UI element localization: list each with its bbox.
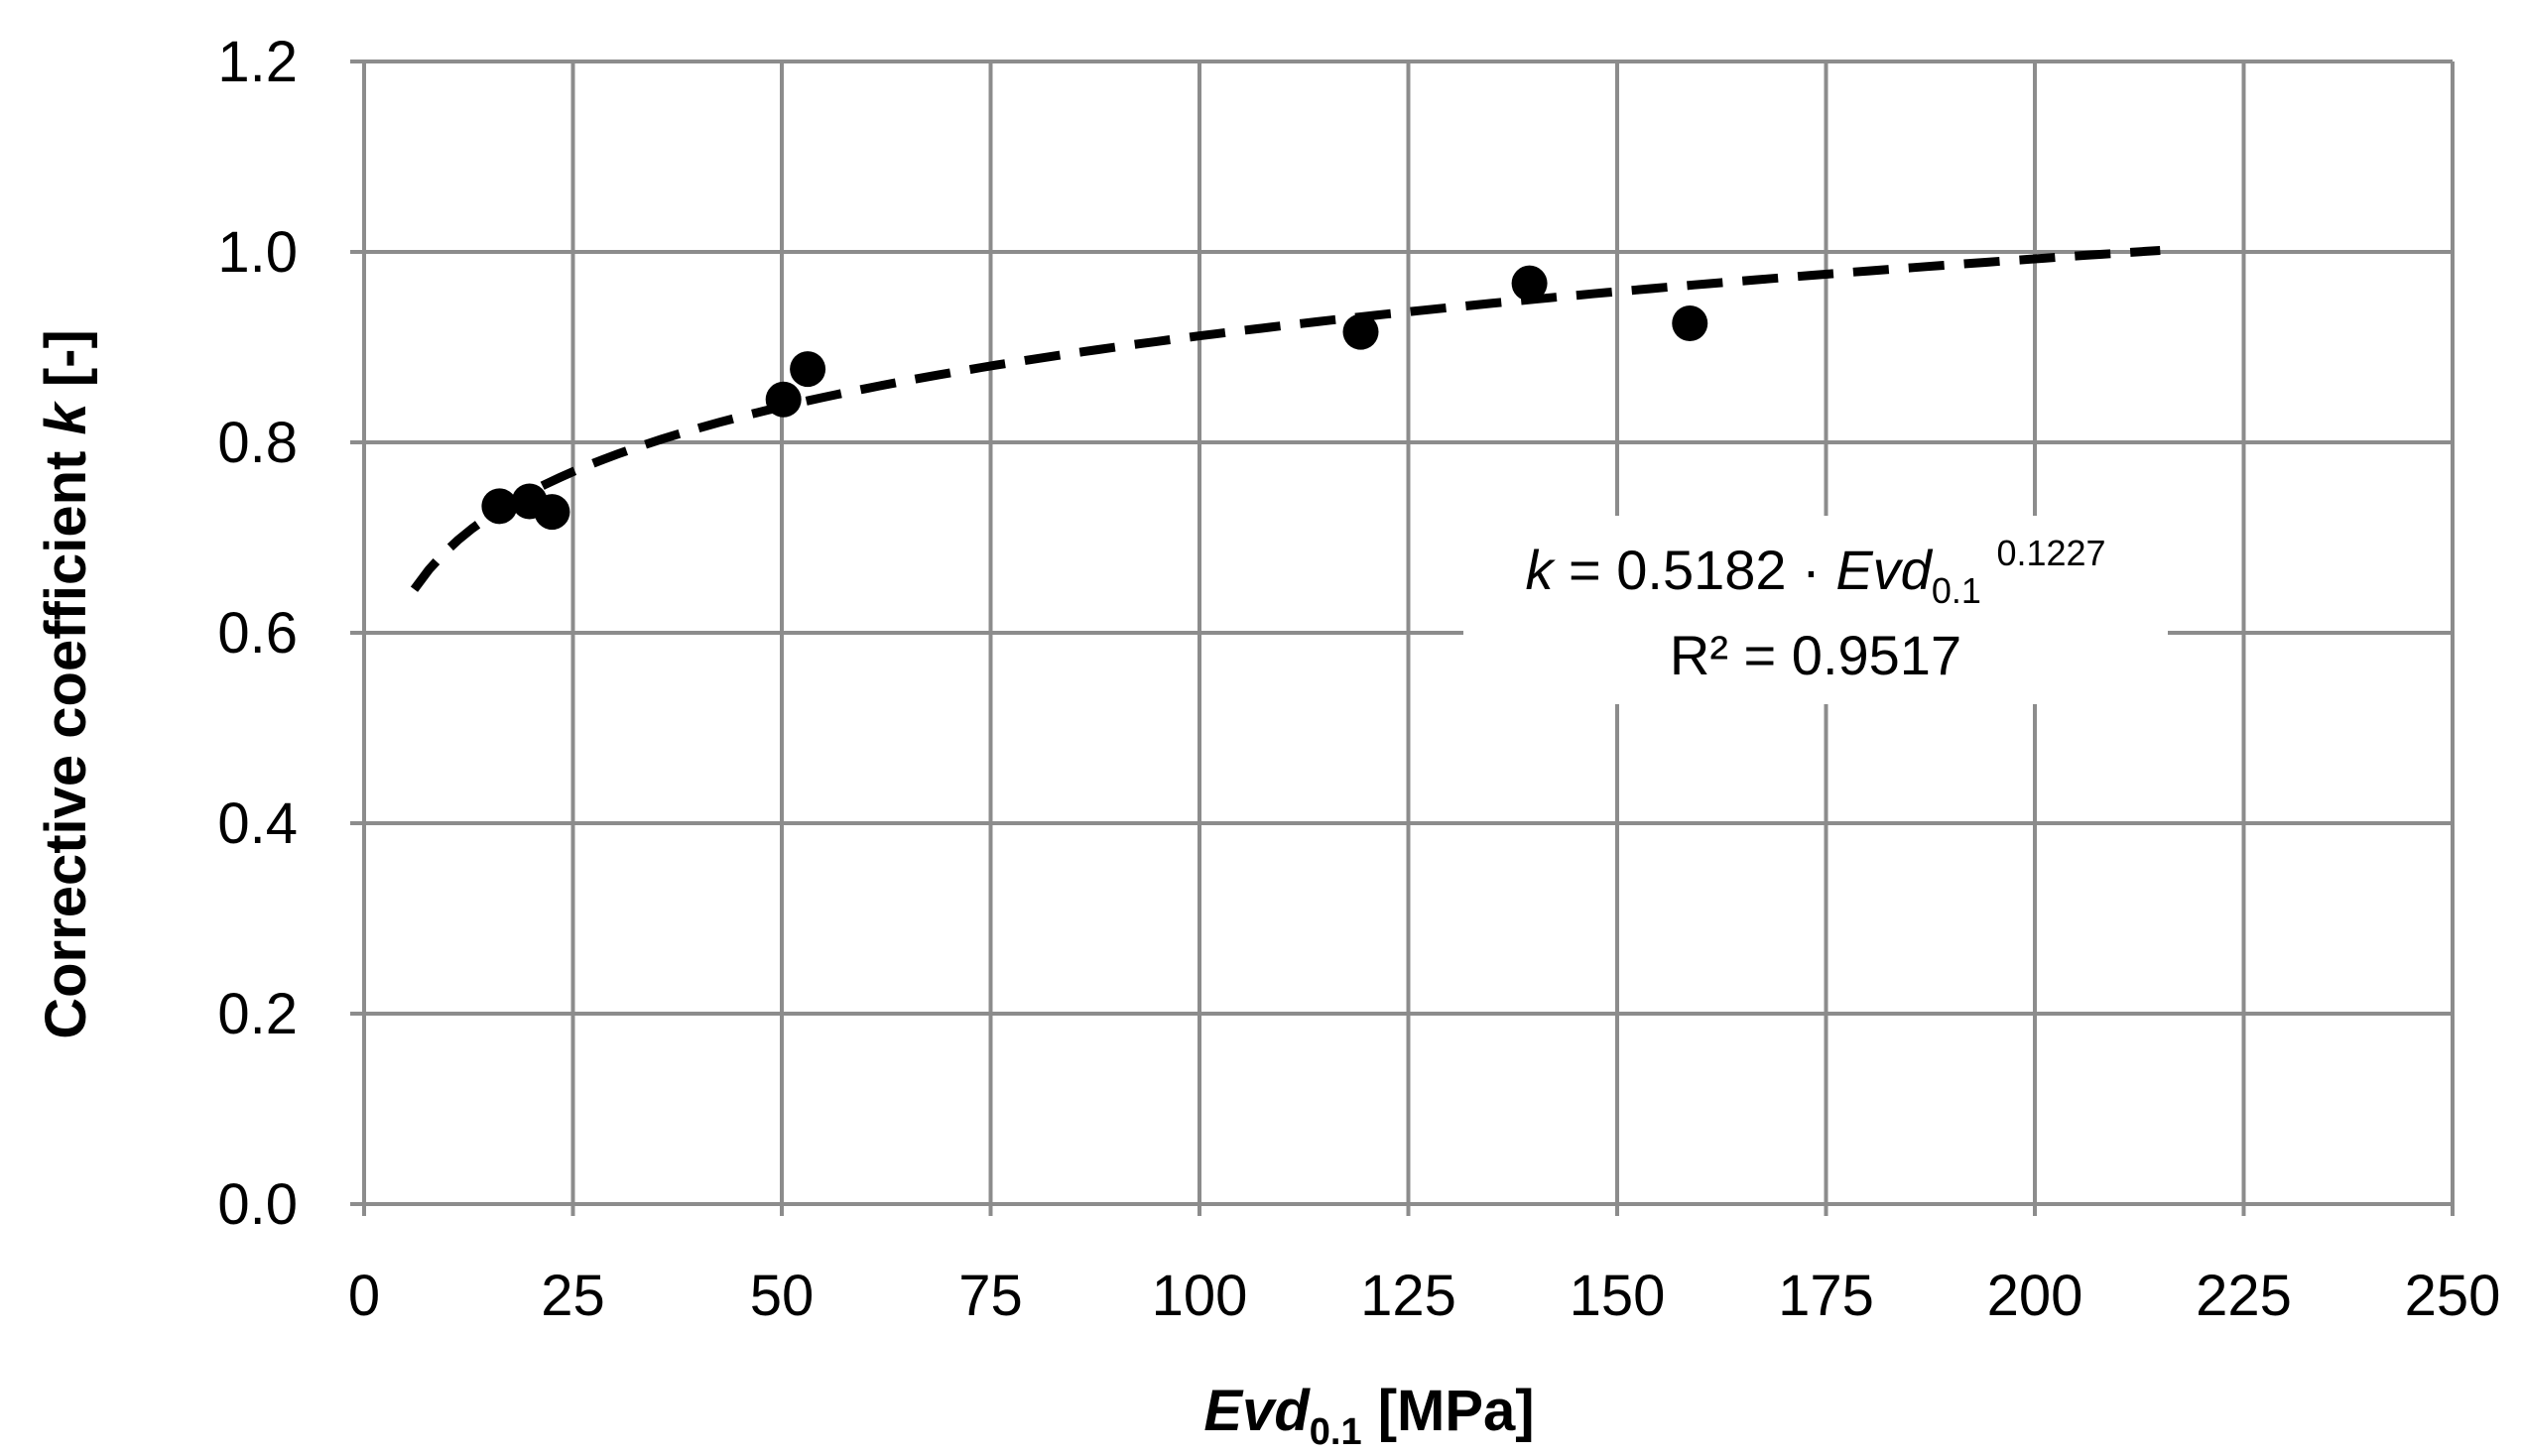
x-tick-label: 50	[750, 1264, 815, 1328]
x-tick-label: 125	[1360, 1264, 1456, 1328]
data-point-4	[790, 351, 826, 388]
equation-evd: Evd	[1835, 539, 1933, 601]
y-tick-label: 0.0	[217, 1172, 298, 1237]
trendline-equation-annotation: k = 0.5182 · Evd0.1 0.1227 R² = 0.9517	[1463, 516, 2168, 704]
data-point-2	[534, 494, 570, 531]
trendline-layer	[410, 246, 2161, 592]
x-tick-label: 175	[1778, 1264, 1874, 1328]
data-point-0	[481, 488, 518, 525]
y-tick-label: 0.8	[217, 411, 298, 475]
data-point-3	[765, 381, 802, 418]
y-axis-label: Corrective coefficient k [-]	[34, 329, 98, 1039]
y-tick-label: 1.0	[217, 220, 298, 285]
equation-evd-sub: 0.1	[1932, 570, 1981, 611]
x-tick-label: 150	[1570, 1264, 1666, 1328]
x-tick-label: 100	[1152, 1264, 1248, 1328]
x-tick-label: 225	[2196, 1264, 2292, 1328]
x-axis-label: Evd0.1 [MPa]	[1203, 1379, 1534, 1453]
x-axis-tick-labels: 0 25 50 75 100 125 150 175 200 225 250	[348, 1264, 2501, 1328]
x-tick-label: 25	[541, 1264, 605, 1328]
y-axis-label-main: Corrective coefficient	[34, 435, 98, 1039]
gridlines	[350, 60, 2455, 1216]
x-tick-label: 0	[348, 1264, 380, 1328]
y-axis-label-var: k	[34, 401, 98, 435]
x-axis-label-sub: 0.1	[1310, 1411, 1362, 1453]
y-tick-label: 0.4	[217, 791, 298, 856]
y-tick-label: 1.2	[217, 30, 298, 94]
x-axis-label-unit: [MPa]	[1378, 1379, 1535, 1443]
data-point-7	[1672, 305, 1708, 341]
equation-text: k = 0.5182 · Evd0.1 0.1227	[1525, 533, 2105, 611]
x-tick-label: 250	[2405, 1264, 2501, 1328]
x-tick-label: 75	[958, 1264, 1023, 1328]
y-tick-label: 0.2	[217, 982, 298, 1046]
equation-exponent: 0.1227	[1996, 533, 2105, 573]
equation-var: k	[1525, 539, 1556, 601]
r-squared-text: R² = 0.9517	[1670, 624, 1961, 686]
power-trendline	[410, 246, 2161, 592]
data-point-5	[1342, 313, 1379, 350]
data-point-6	[1511, 265, 1548, 302]
x-tick-label: 200	[1987, 1264, 2083, 1328]
annotation-background	[1463, 516, 2168, 704]
data-points	[481, 265, 1708, 531]
x-axis-label-main: Evd	[1203, 1379, 1311, 1443]
y-axis-label-unit: [-]	[34, 329, 98, 403]
equation-body: = 0.5182 ·	[1553, 539, 1835, 601]
y-tick-label: 0.6	[217, 601, 298, 666]
y-axis-tick-labels: 0.0 0.2 0.4 0.6 0.8 1.0 1.2	[217, 30, 298, 1237]
